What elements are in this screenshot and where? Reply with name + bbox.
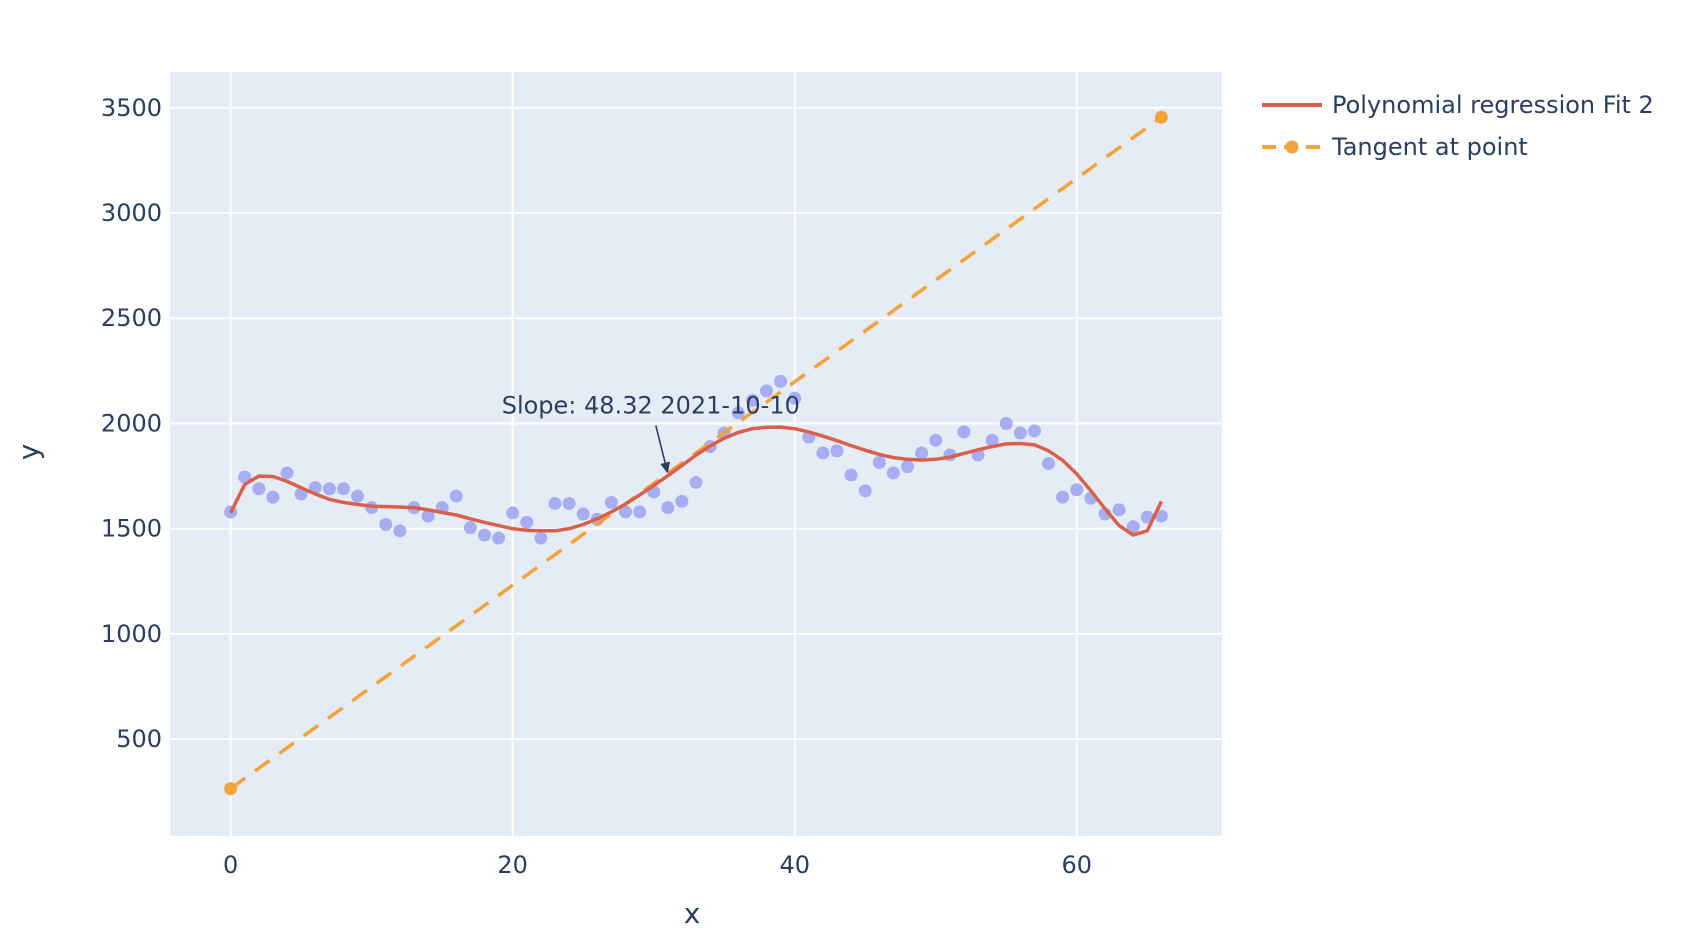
scatter-point [816, 446, 830, 460]
scatter-point [421, 509, 435, 523]
scatter-point [322, 482, 336, 496]
slope-annotation: Slope: 48.32 2021-10-10 [502, 391, 800, 474]
scatter-point [731, 406, 745, 420]
scatter-point [760, 384, 774, 398]
scatter-point [689, 475, 703, 489]
scatter-point [379, 518, 393, 532]
scatter-point [562, 496, 576, 510]
x-tick-labels: 0 20 40 60 [223, 851, 1092, 879]
tangent-line [229, 115, 1163, 791]
scatter-point [506, 506, 520, 520]
scatter-point [1042, 456, 1056, 470]
scatter-layer [224, 374, 1168, 545]
scatter-point [280, 466, 294, 480]
x-tick-label: 40 [779, 851, 810, 879]
tangent-endpoint-marker [224, 782, 238, 796]
y-tick-label: 3000 [101, 199, 162, 227]
scatter-point [463, 521, 477, 535]
scatter-point [1027, 424, 1041, 438]
annotation-text: Slope: 48.32 2021-10-10 [502, 391, 800, 419]
y-tick-label: 2500 [101, 304, 162, 332]
scatter-point [1056, 490, 1070, 504]
x-tick-label: 0 [223, 851, 238, 879]
scatter-point [957, 425, 971, 439]
y-tick-label: 500 [116, 725, 162, 753]
scatter-point [238, 470, 252, 484]
scatter-point [1070, 483, 1084, 497]
x-tick-label: 60 [1061, 851, 1092, 879]
scatter-point [915, 446, 929, 460]
x-grid [229, 72, 1078, 836]
scatter-point [252, 482, 266, 496]
scatter-point [929, 433, 943, 447]
legend[interactable]: Polynomial regression Fit 2 Tangent at p… [1262, 91, 1654, 161]
scatter-point [534, 531, 548, 545]
y-grid [170, 106, 1222, 741]
scatter-point [520, 515, 534, 529]
scatter-point [1013, 426, 1027, 440]
scatter-point [336, 482, 350, 496]
y-tick-label: 3500 [101, 94, 162, 122]
polynomial-fit-line [229, 425, 1163, 537]
scatter-point [675, 494, 689, 508]
scatter-point [886, 466, 900, 480]
scatter-point [858, 484, 872, 498]
scatter-point [830, 444, 844, 458]
scatter-point [351, 489, 365, 503]
scatter-point [1154, 509, 1168, 523]
scatter-point [548, 496, 562, 510]
y-tick-labels: 500 1000 1500 2000 2500 3000 3500 [101, 94, 162, 753]
scatter-point [618, 505, 632, 519]
scatter-point [393, 524, 407, 538]
scatter-point [774, 374, 788, 388]
legend-item-fit[interactable]: Polynomial regression Fit 2 [1262, 91, 1654, 119]
legend-label-tangent: Tangent at point [1331, 133, 1528, 161]
scatter-point [901, 460, 915, 474]
legend-marker-tangent [1285, 140, 1299, 154]
scatter-point [449, 489, 463, 503]
x-tick-label: 20 [497, 851, 528, 879]
scatter-point [576, 507, 590, 521]
scatter-point [661, 501, 675, 515]
annotation-arrow-head [660, 461, 670, 474]
scatter-point [492, 531, 506, 545]
scatter-point [985, 433, 999, 447]
scatter-point [1126, 520, 1140, 534]
scatter-point [872, 455, 886, 469]
tangent-markers [224, 110, 1168, 796]
y-tick-label: 1000 [101, 620, 162, 648]
scatter-point [1112, 503, 1126, 517]
y-tick-label: 1500 [101, 515, 162, 543]
scatter-point [604, 495, 618, 509]
scatter-point [844, 468, 858, 482]
scatter-point [788, 391, 802, 405]
legend-label-fit: Polynomial regression Fit 2 [1332, 91, 1654, 119]
legend-item-tangent[interactable]: Tangent at point [1262, 133, 1528, 161]
x-axis-title: x [684, 897, 701, 930]
scatter-point [477, 528, 491, 542]
scatter-point [266, 490, 280, 504]
scatter-point [633, 505, 647, 519]
y-axis-title: y [12, 444, 45, 461]
scatter-point [745, 393, 759, 407]
y-tick-label: 2000 [101, 409, 162, 437]
scatter-point [999, 416, 1013, 430]
tangent-endpoint-marker [1154, 110, 1168, 124]
annotation-arrow [655, 425, 668, 470]
